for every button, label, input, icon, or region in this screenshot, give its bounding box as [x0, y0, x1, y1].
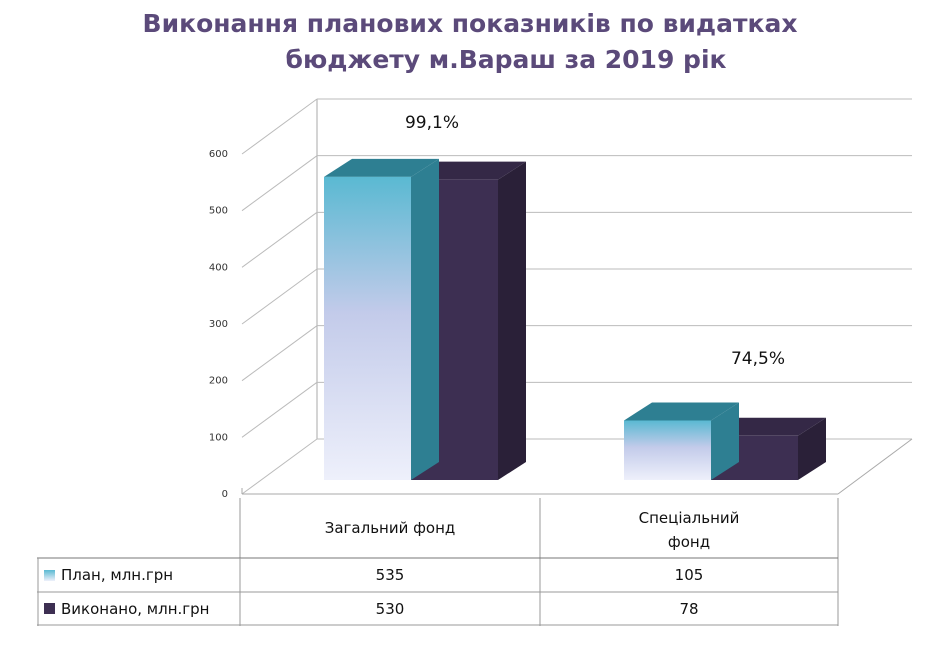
legend-plan-label: План, млн.грн [61, 566, 174, 584]
legend-actual: Виконано, млн.грн [38, 592, 240, 625]
chart-title-line1: Виконання планових показників по видатка… [142, 9, 798, 38]
bar-actual-1-side [798, 417, 826, 480]
table-grid [37, 498, 839, 626]
bar-actual-0-side [498, 161, 526, 480]
bar-plan-0-side [411, 158, 439, 481]
floor-right-edge [837, 438, 913, 495]
table-cell-plan-0: 535 [375, 566, 405, 584]
gridline-side-400 [241, 211, 318, 268]
bar-actual-1-top [711, 417, 826, 436]
chart-title: Виконання планових показників по видатка… [0, 6, 940, 78]
legend-actual-swatch-icon [44, 603, 55, 614]
bar-plan-0 [324, 176, 411, 481]
data-table: Загальний фонд Спеціальний фонд План, мл… [37, 498, 841, 626]
table-cell-actual-1: 78 [679, 599, 699, 618]
gridline-side-100 [241, 381, 318, 438]
gridline-side-300 [241, 268, 318, 325]
legend-plan-swatch-icon [44, 569, 55, 581]
legend-plan: План, млн.грн [38, 558, 240, 592]
gridline-side-0 [241, 438, 318, 495]
bar-plan-1-side [711, 402, 739, 480]
y-tick-label-300: 300 [209, 319, 228, 330]
y-tick-label-0: 0 [222, 489, 228, 500]
y-tick-label-500: 500 [209, 206, 228, 217]
table-cell-plan-1: 105 [674, 566, 704, 584]
gridline-side-600 [241, 98, 318, 155]
category-label-0: Загальний фонд [324, 519, 456, 537]
bar-plan-1-top [624, 402, 739, 421]
percent-label-1: 74,5% [731, 349, 785, 369]
chart-title-line2: бюджету м.Вараш за 2019 рік [285, 45, 727, 74]
bar-plan-0-top [324, 158, 439, 177]
y-tick-label-100: 100 [209, 432, 228, 443]
y-tick-label-400: 400 [209, 262, 228, 273]
percent-label-0: 99,1% [405, 113, 459, 133]
gridline-side-200 [241, 325, 318, 382]
y-tick-label-200: 200 [209, 376, 228, 387]
legend-actual-label: Виконано, млн.грн [61, 599, 210, 618]
gridline-side-500 [241, 155, 318, 212]
table-cell-actual-0: 530 [375, 599, 405, 618]
bar-plan-1 [624, 420, 711, 480]
y-tick-label-600: 600 [209, 149, 228, 160]
category-label-1: Спеціальний фонд [638, 509, 740, 551]
bar-actual-0-top [411, 161, 526, 180]
